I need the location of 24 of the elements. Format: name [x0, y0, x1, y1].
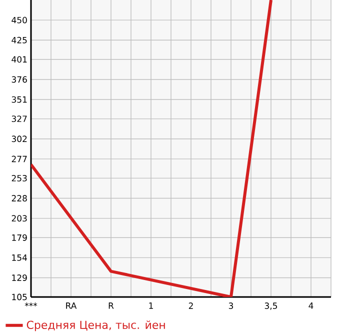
x-tick-label: 3: [228, 302, 234, 309]
x-tick-label: 2: [188, 302, 193, 309]
x-tick-label: RA: [66, 302, 77, 309]
legend-label: Средняя Цена, тыс. йен: [26, 320, 165, 332]
y-tick-label: 228: [12, 195, 27, 202]
y-tick-label: 425: [12, 36, 27, 44]
x-tick-label: 1: [149, 302, 153, 309]
y-tick-label: 129: [12, 274, 27, 281]
y-tick-label: 253: [12, 174, 27, 182]
y-tick-label: 105: [12, 294, 27, 300]
y-tick-label: 203: [12, 215, 27, 222]
y-tick-label: 277: [12, 156, 27, 162]
x-tick-label: 4: [308, 302, 314, 309]
y-tick-label: 450: [12, 16, 27, 24]
x-tick-label: 3,5: [264, 302, 278, 310]
y-tick-label: 154: [12, 254, 27, 261]
y-tick-label: 376: [12, 76, 27, 83]
y-tick-label: 179: [12, 234, 27, 241]
y-tick-label: 302: [12, 136, 27, 142]
x-tick-label: ***: [24, 302, 38, 306]
x-tick-label: R: [108, 302, 114, 309]
y-tick-label: 351: [12, 96, 27, 103]
y-tick-label: 327: [12, 116, 27, 122]
y-tick-label: 401: [12, 56, 27, 63]
